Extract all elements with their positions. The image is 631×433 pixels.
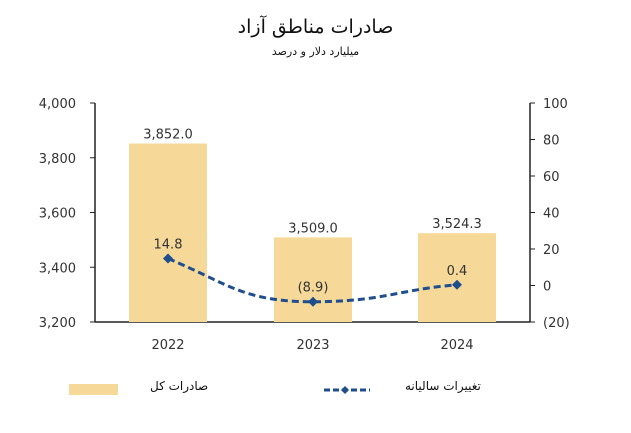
- left-tick-label: 3,200: [39, 316, 76, 331]
- legend-bar-swatch: [69, 384, 118, 395]
- legend-bar-label: صادرات کل: [150, 379, 209, 393]
- bar: [418, 233, 496, 322]
- bar: [274, 237, 352, 322]
- line-data-label: (8.9): [298, 281, 329, 296]
- legend-line-label: تغییرات سالیانه: [405, 379, 481, 393]
- line-point: [163, 253, 173, 264]
- chart-subtitle: میلیارد دلار و درصد: [271, 45, 360, 58]
- right-tick-label: 60: [543, 170, 560, 185]
- right-tick-label: 40: [543, 207, 560, 222]
- right-tick-label: 0: [543, 280, 551, 295]
- bar-data-label: 3,509.0: [288, 221, 338, 236]
- x-tick-label: 2024: [440, 338, 473, 353]
- line-point: [308, 296, 318, 307]
- right-tick-label: 100: [543, 97, 568, 112]
- line-point: [452, 279, 462, 290]
- right-tick-label: (20): [543, 316, 570, 331]
- bar-data-label: 3,524.3: [432, 217, 482, 232]
- left-tick-label: 4,000: [39, 97, 76, 112]
- left-tick-label: 3,600: [39, 207, 76, 222]
- left-tick-label: 3,400: [39, 261, 76, 276]
- x-tick-label: 2022: [151, 338, 184, 353]
- x-tick-label: 2023: [296, 338, 329, 353]
- bar: [129, 143, 207, 322]
- line-data-label: 14.8: [154, 237, 183, 252]
- chart-title: صادرات مناطق آزاد: [237, 16, 394, 38]
- left-tick-label: 3,800: [39, 152, 76, 167]
- bar-data-label: 3,852.0: [143, 128, 193, 143]
- right-tick-label: 20: [543, 243, 560, 258]
- right-tick-label: 80: [543, 134, 560, 149]
- line-series: [167, 257, 458, 304]
- line-data-label: 0.4: [447, 264, 468, 279]
